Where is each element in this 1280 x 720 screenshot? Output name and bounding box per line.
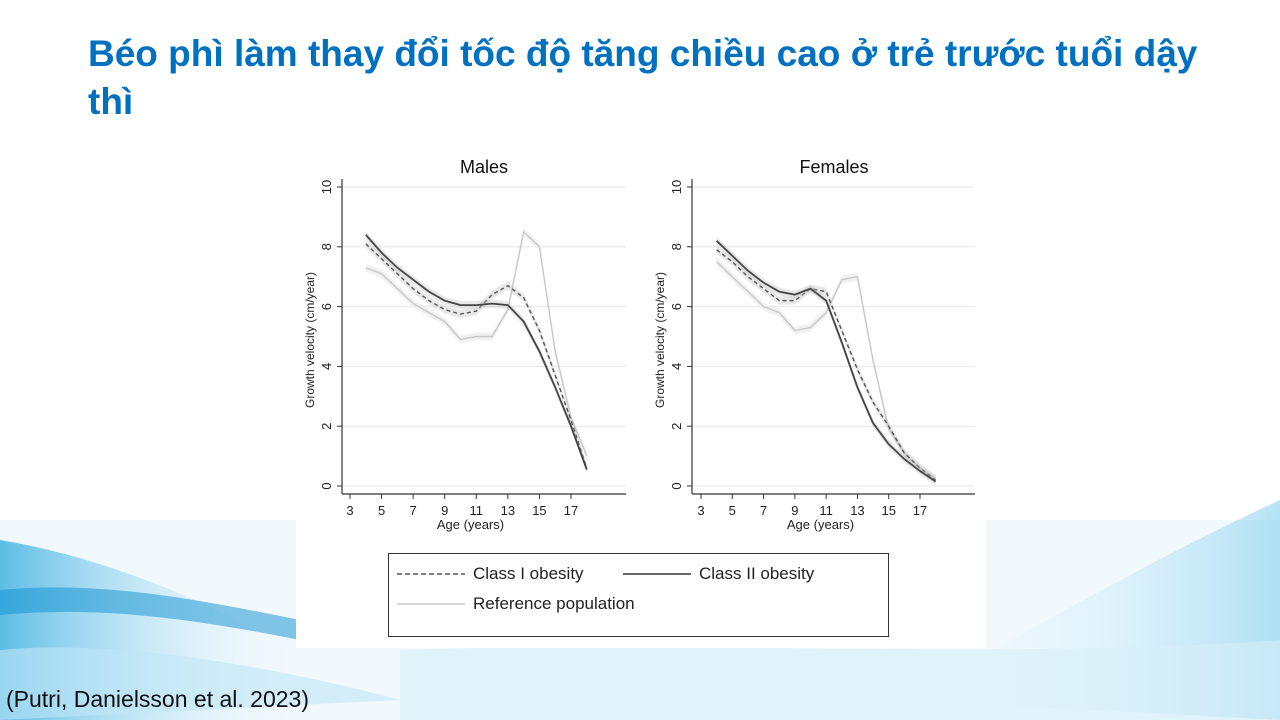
x-tick-label: 13 [501,503,515,518]
y-tick-label: 6 [669,303,684,310]
x-tick-label: 11 [470,503,484,518]
y-tick-label: 4 [319,363,334,370]
females-line-class-i-obesity [716,249,937,481]
legend-item-class2: Class II obesity [623,564,814,584]
females-band-reference-population [716,257,936,483]
y-tick-label: 6 [319,303,334,310]
males-line-reference-population [365,230,588,457]
chart-legend: Class I obesity Class II obesity Referen… [388,553,889,637]
x-tick-label: 5 [378,503,385,518]
x-axis-label: Age (years) [787,517,854,532]
y-tick-label: 2 [319,423,334,430]
y-tick-label: 0 [669,482,684,489]
legend-label: Reference population [473,594,635,613]
males-line-class-i-obesity [365,243,588,469]
dashed-line-icon [397,573,465,575]
females-line-class-ii-obesity [716,240,937,483]
males-band-class-ii-obesity [365,230,587,474]
y-tick-label: 10 [669,180,684,194]
males-line-class-ii-obesity [365,234,588,470]
legend-label: Class I obesity [473,564,584,583]
legend-item-class1: Class I obesity [397,564,584,584]
x-tick-label: 17 [913,503,927,518]
x-tick-label: 15 [532,503,546,518]
x-axis-label: Age (years) [437,517,504,532]
x-tick-label: 9 [791,503,798,518]
y-axis-label: Growth velocity (cm/year) [653,272,667,408]
y-tick-label: 8 [669,243,684,250]
y-tick-label: 2 [669,423,684,430]
light-line-icon [397,603,465,605]
x-tick-label: 17 [564,503,578,518]
solid-line-icon [623,573,691,575]
slide-title: Béo phì làm thay đổi tốc độ tăng chiều c… [88,33,1198,122]
x-tick-label: 3 [346,503,353,518]
x-tick-label: 7 [410,503,417,518]
y-axis-label: Growth velocity (cm/year) [303,272,317,408]
y-tick-label: 0 [319,482,334,489]
legend-label: Class II obesity [699,564,815,583]
y-tick-label: 10 [319,180,334,194]
x-tick-label: 15 [881,503,895,518]
x-tick-label: 5 [729,503,736,518]
x-tick-label: 13 [850,503,864,518]
citation: (Putri, Danielsson et al. 2023) [6,686,309,712]
legend-item-reference: Reference population [397,594,635,614]
x-tick-label: 11 [819,503,833,518]
y-tick-label: 8 [319,243,334,250]
x-tick-label: 3 [697,503,704,518]
females-band-class-i-obesity [716,245,936,485]
females-chart-title: Females [799,157,868,177]
x-tick-label: 9 [441,503,448,518]
males-chart-title: Males [460,157,508,177]
males-band-class-i-obesity [365,239,587,473]
x-tick-label: 7 [760,503,767,518]
y-tick-label: 4 [669,363,684,370]
